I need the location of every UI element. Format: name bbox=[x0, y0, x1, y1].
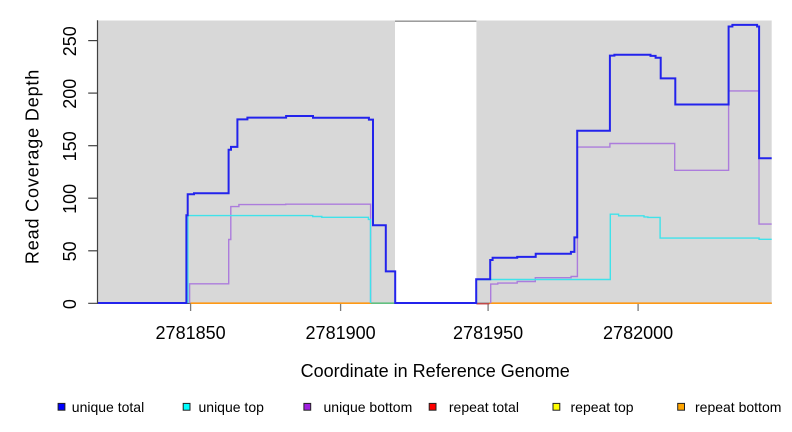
svg-text:200: 200 bbox=[60, 79, 80, 109]
svg-text:100: 100 bbox=[60, 184, 80, 214]
svg-text:150: 150 bbox=[60, 131, 80, 161]
svg-text:2781850: 2781850 bbox=[156, 323, 226, 343]
svg-text:Coordinate in Reference Genome: Coordinate in Reference Genome bbox=[301, 361, 570, 381]
svg-text:repeat total: repeat total bbox=[449, 399, 519, 415]
svg-text:unique bottom: unique bottom bbox=[324, 399, 413, 415]
svg-text:Read Coverage Depth: Read Coverage Depth bbox=[22, 69, 42, 264]
svg-text:250: 250 bbox=[60, 26, 80, 56]
svg-text:2781900: 2781900 bbox=[306, 323, 376, 343]
svg-text:repeat bottom: repeat bottom bbox=[695, 399, 781, 415]
svg-text:unique total: unique total bbox=[72, 399, 144, 415]
svg-text:50: 50 bbox=[60, 241, 80, 261]
svg-text:0: 0 bbox=[60, 299, 80, 309]
svg-text:unique top: unique top bbox=[199, 399, 265, 415]
svg-text:2781950: 2781950 bbox=[453, 323, 523, 343]
svg-text:repeat top: repeat top bbox=[571, 399, 634, 415]
svg-text:2782000: 2782000 bbox=[603, 323, 673, 343]
